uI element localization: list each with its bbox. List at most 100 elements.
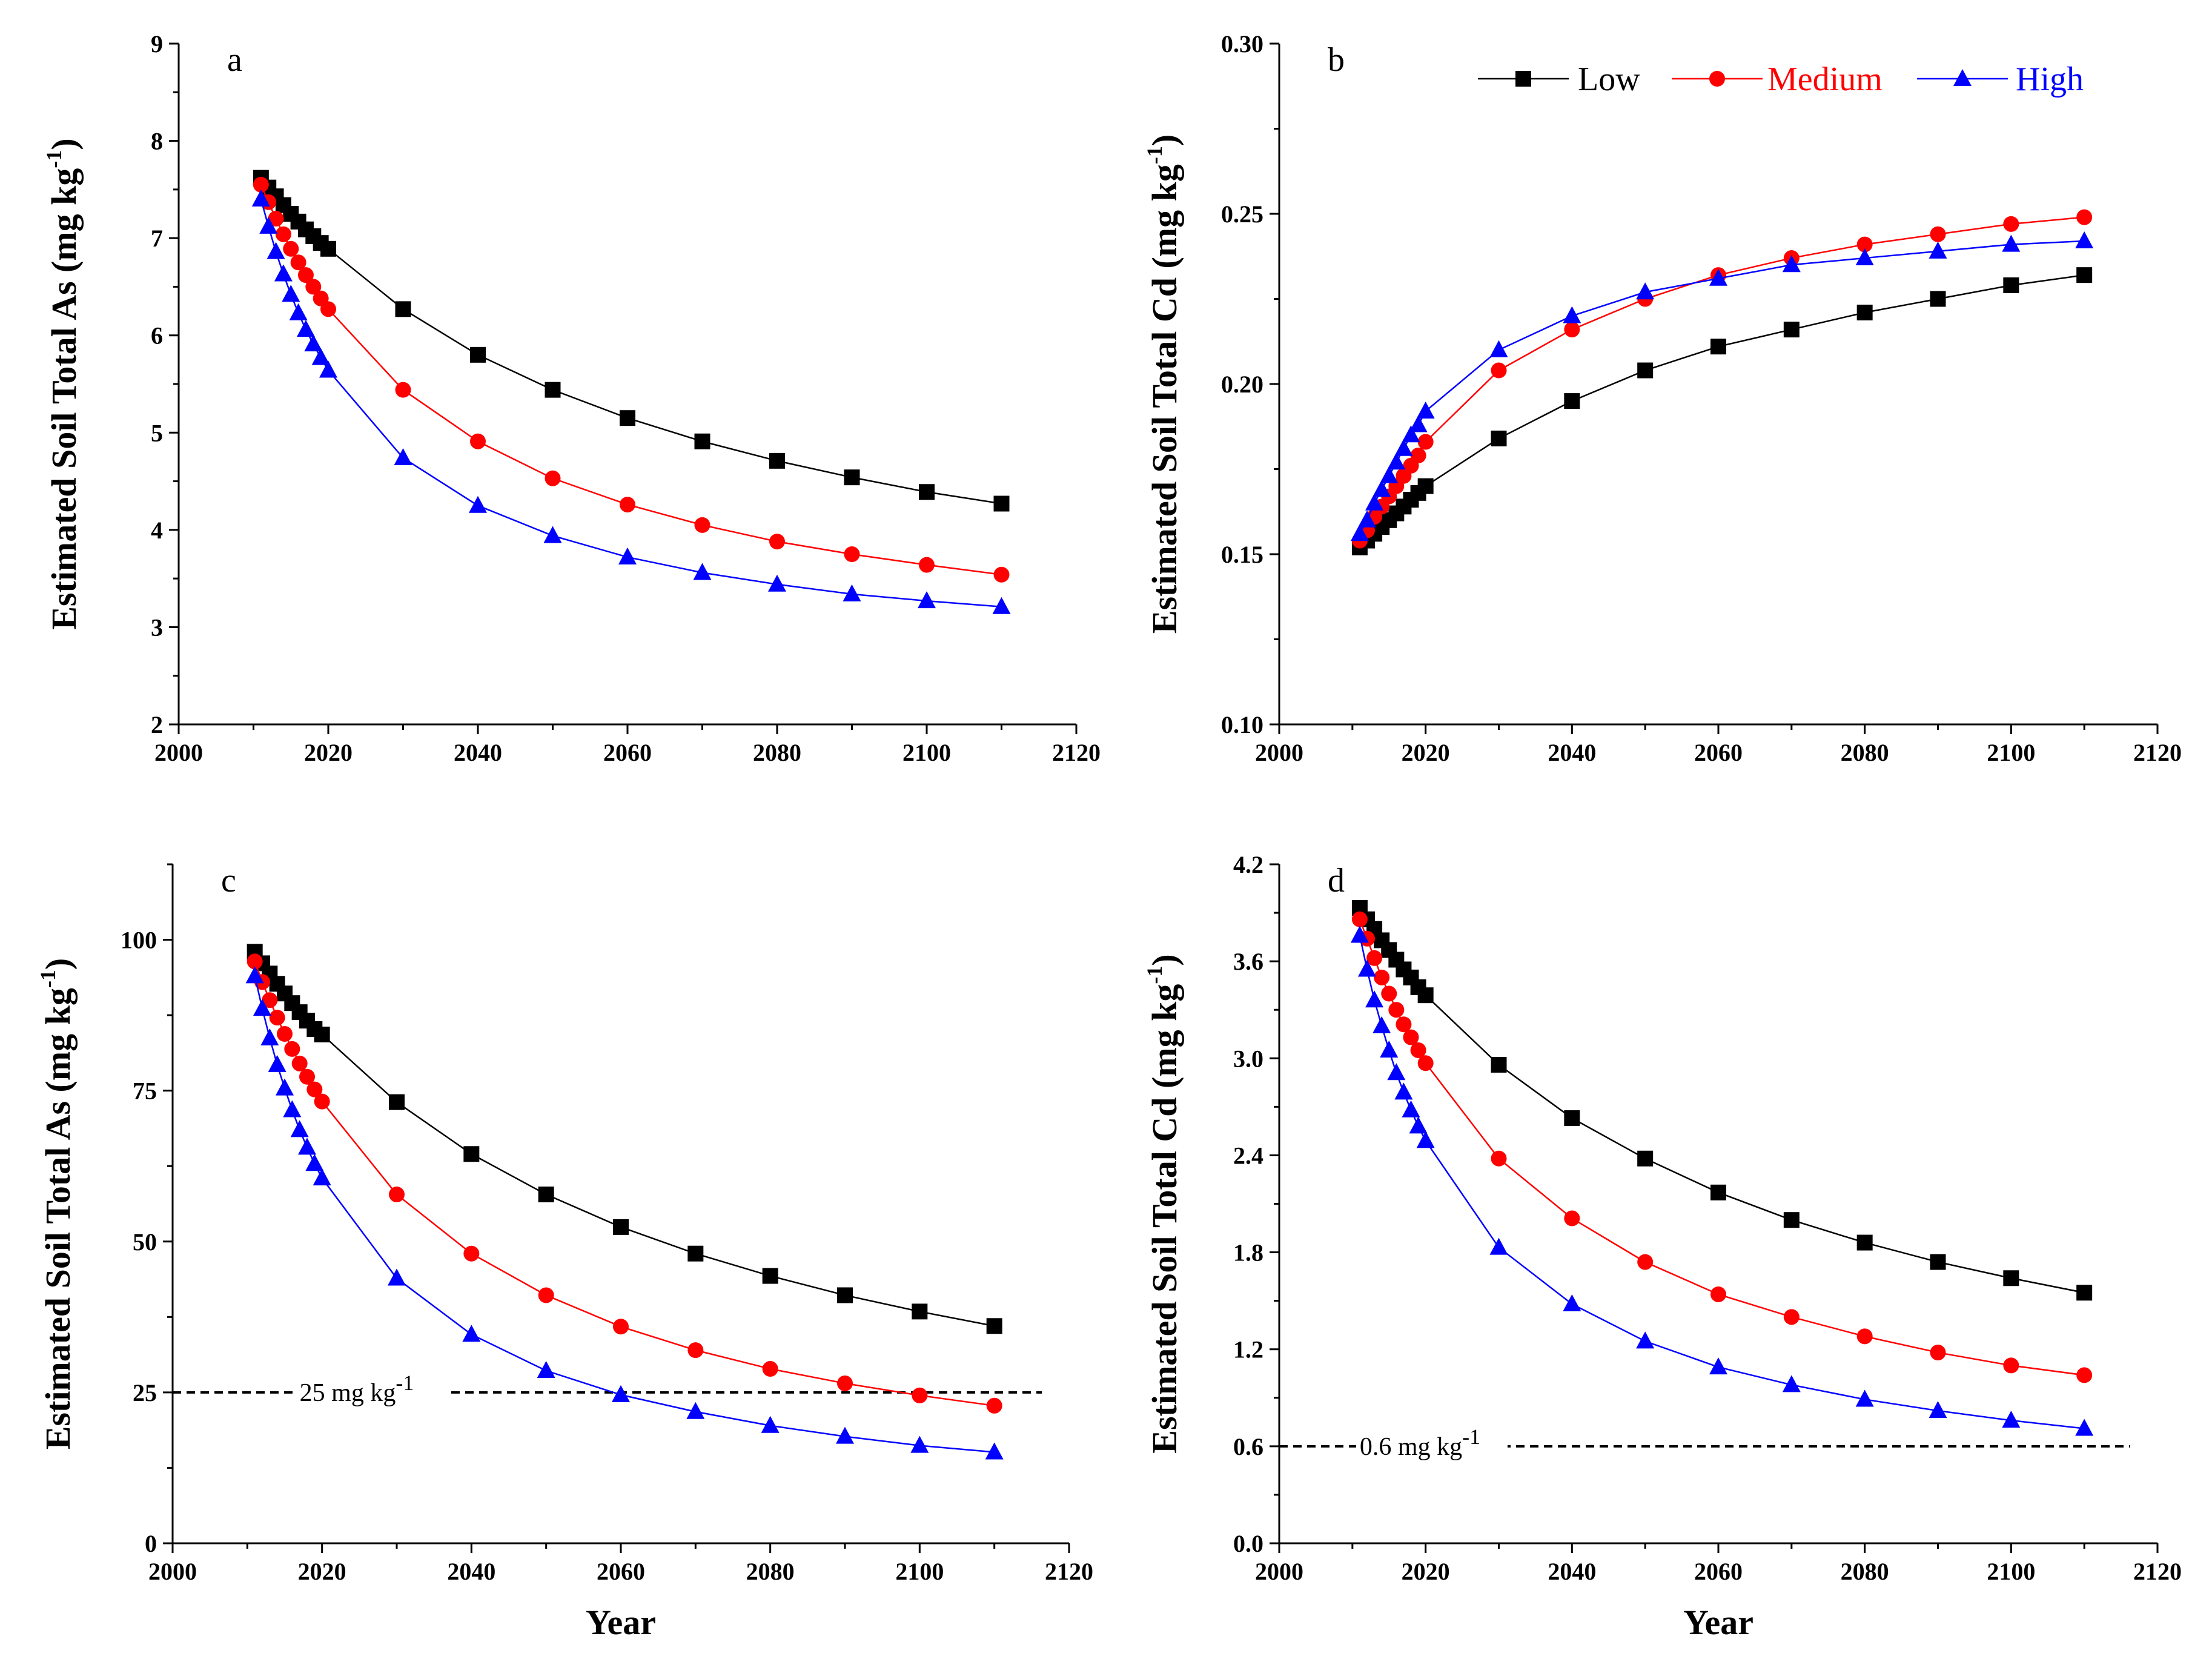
data-point (545, 382, 561, 398)
x-tick-label: 2040 (1548, 739, 1596, 766)
data-point (1491, 1056, 1507, 1073)
data-point (769, 534, 785, 550)
data-point (1783, 1212, 1800, 1228)
data-point (304, 334, 323, 352)
data-point (1564, 1110, 1580, 1127)
series-line (260, 184, 1002, 575)
y-tick-label: 25 (133, 1379, 157, 1406)
data-point (1409, 1116, 1428, 1134)
data-point (1856, 304, 1873, 320)
x-axis-title: Year (1683, 1603, 1753, 1642)
data-point (389, 1187, 405, 1203)
data-point (694, 517, 710, 533)
data-point (919, 484, 935, 500)
data-point (1930, 1254, 1946, 1270)
data-point (1709, 268, 1727, 286)
data-point (1358, 959, 1376, 977)
data-point (306, 1081, 323, 1098)
y-tick-label: 0.20 (1221, 371, 1263, 398)
data-point (274, 264, 293, 282)
y-tick-label: 0.15 (1221, 541, 1263, 568)
legend-label-high: High (2016, 61, 2084, 98)
data-point (276, 1078, 294, 1096)
x-tick-label: 2020 (304, 739, 353, 766)
data-point (1929, 241, 1947, 259)
y-tick-label: 0.25 (1221, 200, 1263, 228)
data-point (260, 1028, 279, 1045)
series-medium (253, 176, 1010, 583)
data-point (277, 1026, 293, 1042)
y-tick-label: 6 (151, 322, 163, 349)
data-point (1403, 1029, 1419, 1045)
data-point (687, 1245, 704, 1262)
y-axis-title: Estimated Soil Total As (mg kg-1) (42, 138, 84, 630)
x-tick-label: 2100 (1987, 739, 2035, 766)
series-high (251, 189, 1011, 614)
data-point (912, 1303, 928, 1320)
data-point (1855, 1389, 1874, 1407)
data-point (1636, 282, 1655, 300)
data-point (470, 346, 486, 363)
data-point (1388, 1002, 1405, 1018)
data-point (1387, 452, 1406, 470)
series-medium (247, 953, 1002, 1414)
data-point (613, 1319, 629, 1335)
x-tick-label: 2020 (298, 1558, 346, 1585)
y-tick-label: 100 (121, 927, 157, 954)
data-point (618, 547, 637, 564)
series-line (260, 177, 1002, 505)
data-point (992, 597, 1011, 614)
x-tick-label: 2120 (2133, 739, 2182, 766)
y-tick-label: 75 (133, 1078, 157, 1105)
y-tick-label: 3 (151, 614, 163, 641)
x-tick-label: 2080 (746, 1558, 795, 1585)
data-point (986, 1397, 1002, 1414)
series-high (1350, 925, 2094, 1436)
legend: Low Medium High (1478, 61, 2084, 98)
series-low (1351, 267, 2093, 555)
y-tick-label: 4 (151, 517, 163, 544)
data-point (1373, 1016, 1391, 1033)
data-point (1381, 985, 1397, 1002)
data-point (986, 1318, 1002, 1334)
data-point (2003, 216, 2019, 232)
data-point (394, 448, 412, 466)
x-tick-label: 2000 (1255, 1558, 1303, 1585)
data-point (314, 1093, 330, 1110)
series-medium (1351, 209, 2093, 549)
data-point (918, 591, 936, 609)
data-point (1783, 322, 1800, 338)
data-point (269, 1010, 285, 1026)
y-axis-title: Estimated Soil Total As (mg kg-1) (36, 958, 78, 1450)
series-high (1350, 231, 2094, 541)
x-tick-label: 2060 (1694, 1558, 1743, 1585)
data-point (395, 301, 411, 317)
data-point (1410, 1042, 1426, 1058)
data-point (1563, 306, 1581, 323)
data-point (2002, 234, 2021, 252)
data-point (687, 1342, 704, 1359)
data-point (253, 999, 271, 1016)
x-tick-label: 2020 (1402, 1558, 1450, 1585)
data-point (1358, 510, 1376, 528)
data-point (275, 226, 291, 242)
data-point (314, 1026, 330, 1042)
data-point (2003, 1270, 2019, 1286)
data-point (837, 1375, 853, 1391)
threshold-label-bg (1356, 1424, 1508, 1456)
y-axis-title: Estimated Soil Total Cd (mg kg-1) (1142, 134, 1184, 634)
data-point (463, 1245, 480, 1262)
legend-marker (1709, 71, 1725, 87)
series-high (245, 966, 1004, 1460)
y-tick-label: 0.30 (1221, 30, 1263, 58)
data-point (1710, 1184, 1726, 1200)
y-tick-label: 2 (151, 711, 163, 738)
data-point (253, 176, 269, 193)
data-point (1416, 1131, 1435, 1148)
x-tick-label: 2080 (753, 739, 801, 766)
x-tick-label: 2100 (895, 1558, 944, 1585)
y-tick-label: 3.0 (1233, 1045, 1263, 1072)
legend-marker (1515, 71, 1531, 87)
y-tick-label: 0.10 (1221, 711, 1263, 738)
data-point (768, 574, 786, 592)
